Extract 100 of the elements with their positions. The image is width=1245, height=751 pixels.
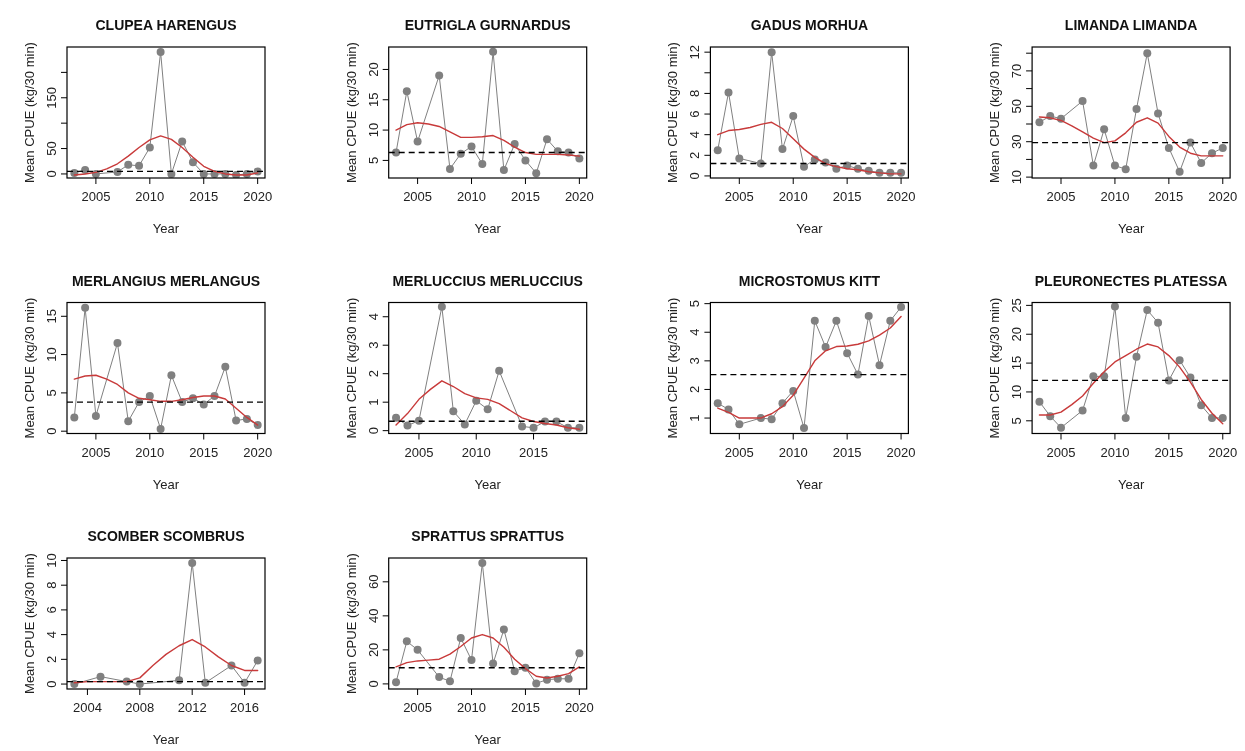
x-tick-label: 2015 (1154, 189, 1184, 204)
y-tick-label: 0 (44, 680, 59, 688)
chart-title: SCOMBER SCOMBRUS (87, 528, 245, 544)
point (240, 678, 249, 687)
y-tick-label: 1 (365, 398, 381, 406)
x-tick-label: 2005 (1046, 444, 1076, 460)
x-tick-label: 2005 (1046, 189, 1076, 204)
x-tick-label: 2015 (832, 444, 862, 460)
point (1035, 118, 1044, 127)
point (1057, 423, 1065, 432)
y-tick-label: 5 (687, 300, 703, 308)
y-tick-label: 0 (44, 427, 59, 435)
point (1110, 161, 1119, 170)
point (510, 667, 519, 676)
point (402, 637, 411, 646)
point (449, 407, 458, 416)
x-tick-label: 2020 (1208, 189, 1238, 204)
point (1078, 406, 1087, 415)
point (789, 112, 798, 121)
point (800, 162, 809, 171)
y-tick-label: 0 (44, 170, 59, 178)
x-axis-title: Year (152, 221, 180, 236)
y-tick-label: 15 (365, 92, 381, 107)
point (1218, 143, 1227, 152)
y-tick-label: 3 (365, 341, 381, 349)
chart-title: MERLANGIUS MERLANGUS (71, 272, 261, 289)
point (1132, 352, 1141, 361)
y-tick-label: 0 (687, 172, 703, 180)
point (167, 371, 176, 380)
y-tick-label: 12 (687, 44, 703, 60)
point (1175, 167, 1184, 176)
x-axis-title: Year (474, 732, 502, 747)
point (81, 303, 90, 312)
point (897, 303, 906, 312)
point (499, 166, 508, 175)
y-axis-title: Mean CPUE (kg/30 min) (22, 297, 37, 439)
point (499, 625, 508, 634)
point (145, 391, 154, 400)
y-tick-label: 10 (44, 553, 59, 568)
x-tick-label: 2008 (125, 700, 155, 715)
point (437, 302, 446, 311)
y-tick-label: 10 (1009, 169, 1025, 185)
point (767, 415, 776, 424)
chart-title: MERLUCCIUS MERLUCCIUS (392, 272, 583, 289)
point (1218, 413, 1227, 422)
y-axis-title: Mean CPUE (kg/30 min) (22, 42, 37, 183)
point (1132, 104, 1141, 113)
y-tick-label: 60 (365, 574, 381, 590)
point (713, 399, 722, 408)
point (414, 416, 423, 425)
chart-title: GADUS MORHUA (750, 17, 869, 33)
point (821, 343, 830, 352)
point (467, 142, 476, 151)
point (1121, 165, 1130, 174)
point (460, 420, 469, 429)
x-tick-label: 2015 (1154, 444, 1184, 460)
y-tick-label: 6 (687, 110, 703, 118)
point (91, 411, 100, 420)
point (188, 558, 197, 567)
point (1121, 413, 1130, 422)
point (478, 160, 487, 169)
y-tick-label: 0 (365, 680, 381, 688)
point (435, 71, 444, 80)
point (875, 361, 884, 370)
x-tick-label: 2015 (510, 700, 540, 715)
point (832, 316, 841, 325)
y-tick-label: 15 (1009, 355, 1025, 371)
x-axis-title: Year (152, 732, 180, 747)
x-tick-label: 2010 (457, 700, 486, 715)
y-tick-label: 2 (365, 370, 381, 378)
x-tick-label: 2020 (1208, 444, 1238, 460)
point (489, 47, 498, 56)
y-tick-label: 25 (1009, 298, 1025, 313)
point (843, 349, 852, 358)
x-tick-label: 2010 (1100, 189, 1130, 204)
x-axis-title: Year (796, 221, 824, 236)
x-tick-label: 2012 (177, 700, 207, 715)
x-tick-label: 2015 (832, 189, 862, 204)
y-tick-label: 50 (1009, 99, 1025, 114)
point (1110, 302, 1119, 311)
x-axis-title: Year (1117, 221, 1145, 236)
y-tick-label: 6 (44, 606, 59, 614)
y-axis-title: Mean CPUE (kg/30 min) (665, 42, 681, 183)
x-tick-label: 2020 (243, 189, 273, 204)
point (156, 48, 165, 57)
x-tick-label: 2020 (564, 189, 594, 204)
point (1164, 376, 1173, 385)
y-tick-label: 5 (365, 156, 381, 165)
x-tick-label: 2020 (243, 444, 273, 460)
point (124, 417, 133, 426)
y-axis-title: Mean CPUE (kg/30 min) (22, 553, 37, 694)
point (1035, 397, 1044, 406)
y-tick-label: 2 (687, 385, 703, 394)
point (1089, 161, 1098, 170)
point (518, 422, 527, 431)
point (1078, 96, 1087, 105)
y-tick-label: 50 (44, 141, 59, 156)
y-tick-label: 3 (687, 357, 703, 365)
point (564, 674, 573, 683)
x-tick-label: 2015 (510, 189, 540, 204)
